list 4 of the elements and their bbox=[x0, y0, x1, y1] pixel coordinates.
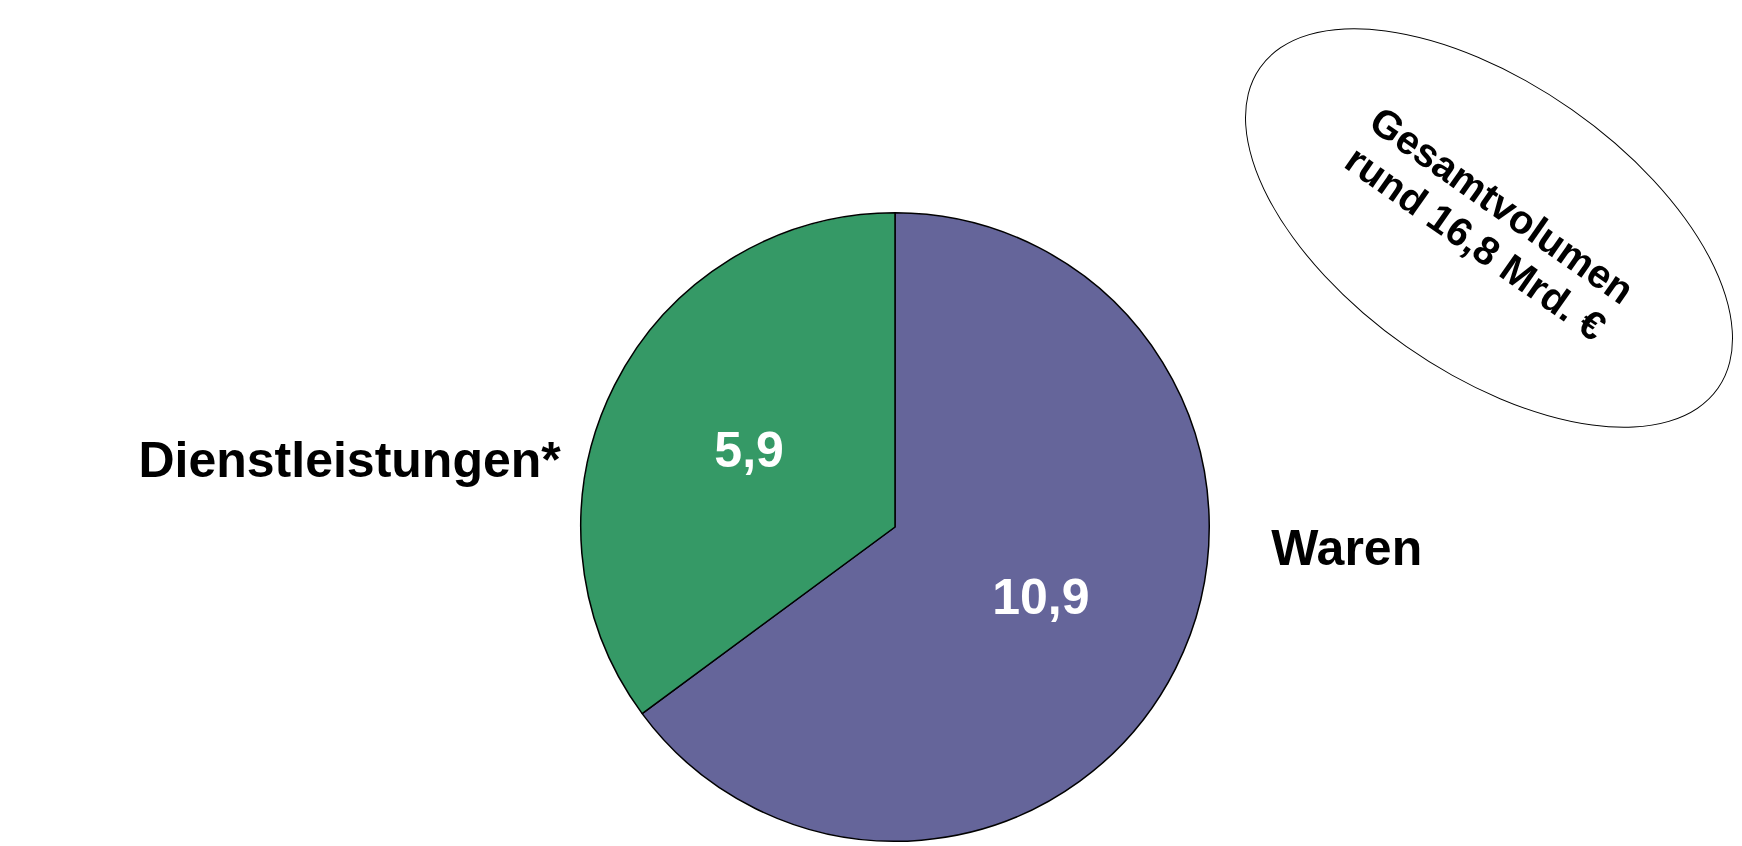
slice-label: Waren bbox=[1271, 519, 1423, 576]
slice-label: Dienstleistungen* bbox=[138, 431, 562, 488]
data-label: 10,9 bbox=[992, 569, 1090, 626]
data-label: 5,9 bbox=[714, 422, 784, 479]
